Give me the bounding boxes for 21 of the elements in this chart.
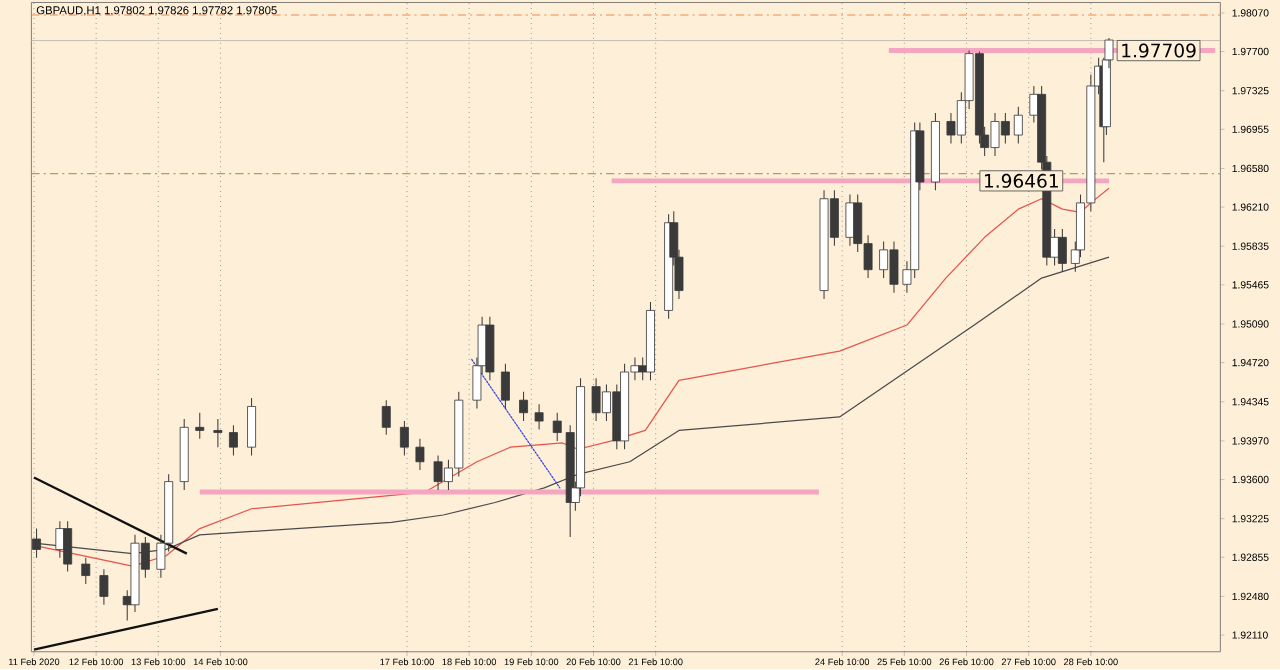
candlestick [399, 420, 409, 457]
candlestick [485, 316, 495, 382]
candlestick [519, 391, 529, 422]
candlestick [213, 418, 223, 449]
candlestick [81, 557, 91, 585]
candlestick [195, 412, 205, 440]
candlestick [500, 363, 510, 410]
candlestick [1057, 228, 1067, 273]
candlestick [99, 569, 109, 606]
candlestick [55, 521, 65, 559]
candlestick [247, 397, 257, 457]
candlestick [228, 425, 238, 457]
candlestick [534, 404, 544, 431]
annotation: 1.97709 [1122, 43, 1196, 58]
candlestick [1013, 106, 1023, 145]
candlestick [415, 438, 425, 471]
candlestick [63, 521, 73, 573]
candlestick [381, 400, 391, 436]
annotation: 1.96461 [985, 174, 1058, 189]
candlestick [32, 528, 42, 559]
candlestick [845, 194, 855, 247]
